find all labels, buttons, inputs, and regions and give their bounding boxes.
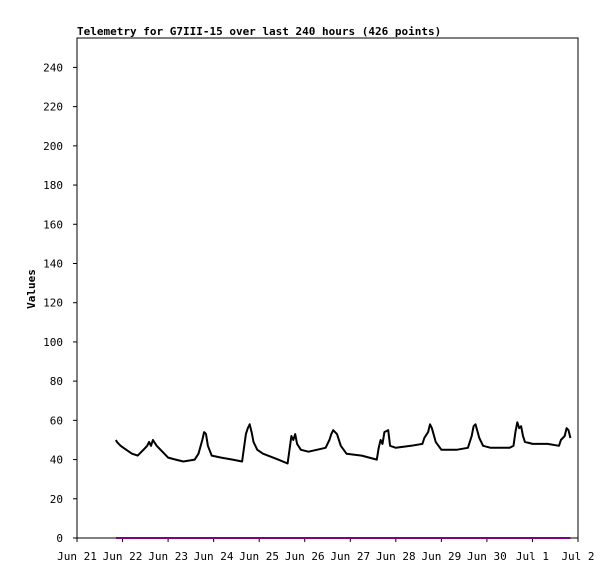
chart-title: Telemetry for G7III-15 over last 240 hou… xyxy=(77,25,441,38)
y-tick-label: 160 xyxy=(43,218,63,231)
series-layer xyxy=(115,421,572,539)
x-tick-label: Jun 27 xyxy=(330,550,370,563)
y-axis-label: Values xyxy=(25,269,38,309)
y-tick-label: 240 xyxy=(43,61,63,74)
x-tick-label: Jun 29 xyxy=(421,550,461,563)
y-tick-label: 0 xyxy=(56,532,63,545)
x-tick-label: Jun 23 xyxy=(148,550,188,563)
x-tick-label: Jun 25 xyxy=(239,550,279,563)
y-tick-label: 60 xyxy=(50,414,63,427)
y-tick-label: 40 xyxy=(50,454,63,467)
x-tick-label: Jun 21 xyxy=(57,550,97,563)
x-tick-label: Jun 24 xyxy=(194,550,234,563)
series-line-1 xyxy=(115,421,572,465)
y-tick-label: 140 xyxy=(43,257,63,270)
y-tick-label: 120 xyxy=(43,297,63,310)
x-tick-label: Jun 30 xyxy=(467,550,507,563)
y-tick-label: 100 xyxy=(43,336,63,349)
y-tick-label: 20 xyxy=(50,493,63,506)
y-tick-label: 200 xyxy=(43,140,63,153)
x-tick-label: Jul 2 xyxy=(561,550,594,563)
y-tick-label: 180 xyxy=(43,179,63,192)
y-axis: 0 20 40 60 80 100 120 140 160 180 200 220 240 xyxy=(43,61,77,545)
x-tick-label: Jun 28 xyxy=(376,550,416,563)
x-tick-label: Jun 22 xyxy=(103,550,143,563)
y-tick-label: 80 xyxy=(50,375,63,388)
x-tick-label: Jul 1 xyxy=(516,550,549,563)
x-axis: Jun 21 Jun 22 Jun 23 Jun 24 Jun 25 Jun 26 Jun … xyxy=(57,538,595,563)
plot-frame xyxy=(76,37,579,539)
x-tick-label: Jun 26 xyxy=(285,550,325,563)
y-tick-label: 220 xyxy=(43,101,63,114)
